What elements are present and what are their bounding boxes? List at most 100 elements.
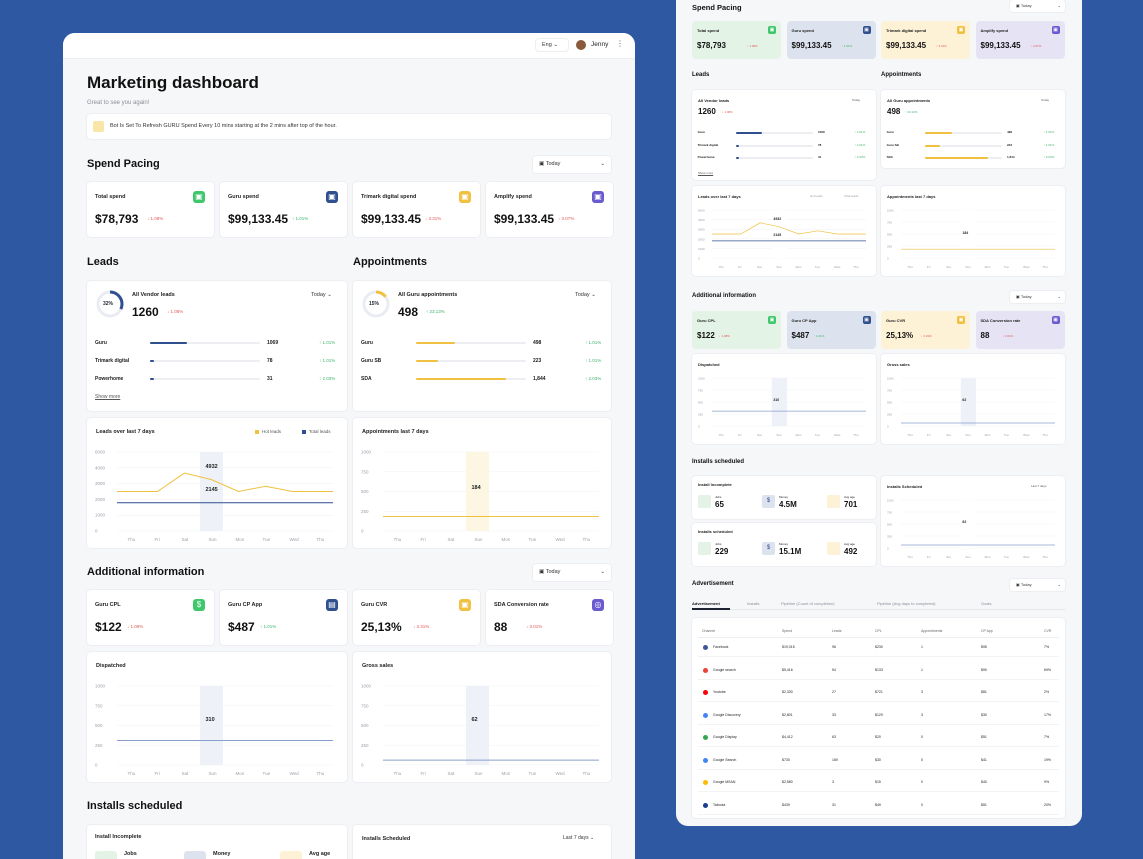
breakdown-bar-fill <box>416 360 438 362</box>
calendar-icon: ▣ <box>1016 294 1020 299</box>
data-label: 184 <box>472 485 482 491</box>
x-tick-label: Mon <box>985 555 991 559</box>
info-banner: Bot Is Set To Refresh GURU Spend Every 1… <box>87 114 611 139</box>
breakdown-row-value: 1069 <box>267 340 279 346</box>
channel-icon <box>703 667 708 673</box>
breakdown-bar-fill <box>416 342 455 344</box>
tab-pipeline-avg-days-to-completed-[interactable]: Pipeline (Avg days to completed) <box>877 601 936 606</box>
tab-installs[interactable]: Installs <box>747 601 760 606</box>
breakdown-bar-fill <box>150 360 155 362</box>
x-tick-label: Wed <box>834 433 840 437</box>
jobs-value: 65 <box>715 500 724 509</box>
table-cell: 0 <box>921 780 923 784</box>
channel-name: Google Display <box>713 735 737 739</box>
additional-info-title: Additional information <box>692 293 756 299</box>
active-tab-underline <box>692 608 730 610</box>
y-tick-label: 250 <box>887 413 892 417</box>
main-dashboard-window: Eng ⌄ Jenny ⋮ Marketing dashboard Great … <box>63 33 635 859</box>
leads-line-chart: 6000 4000 3000 2000 1000 0 Thu Fri Sat Sun Mon Tue W… <box>698 209 866 269</box>
data-label: 2145 <box>206 487 218 493</box>
leads-period-select[interactable]: Today <box>852 98 861 102</box>
spend-card-label: Trimark digital spend <box>886 28 927 33</box>
dispatched-card: Dispatched 1000 750 500 250 0 Thu Fri Sat Sun Mon… <box>87 652 347 782</box>
installs-period-select[interactable]: Last 7 days <box>1031 484 1047 488</box>
y-tick-label: 750 <box>361 469 369 474</box>
additional-card-icon: ▤ <box>326 599 338 611</box>
legend-hot-icon <box>255 430 259 434</box>
table-cell: 96 <box>832 645 836 649</box>
spend-card: Amplify spend ▣ $99,133.45 ↓ 3.07% <box>486 182 613 237</box>
legend-total: Total leads <box>844 194 859 198</box>
additional-card-delta: ↑ 1.01% <box>260 624 277 629</box>
x-tick-label: Tue <box>1004 555 1009 559</box>
y-tick-label: 500 <box>361 489 369 494</box>
chevron-down-icon: ⌄ <box>1057 3 1061 8</box>
y-tick-label: 250 <box>95 743 103 748</box>
installs-scheduled-title: Installs scheduled <box>698 529 733 534</box>
x-tick-label: Sat <box>946 265 951 269</box>
leads-line-chart: 6000 4000 3000 2000 1000 0 Thu Fri Sat Sun Mon Tue W… <box>95 450 333 542</box>
spend-card-icon: ▣ <box>862 26 871 34</box>
x-tick-label: Sun <box>965 433 971 437</box>
x-tick-label: Sat <box>757 265 762 269</box>
spend-card: Trimark digital spend ▣ $99,133.45 ↓ 3.31% <box>353 182 480 237</box>
table-cell: $730 <box>782 757 790 762</box>
appointments-delta: ↑ 23.13% <box>426 309 445 314</box>
jobs-label: Jobs <box>715 495 722 499</box>
leads-value: 1260 <box>132 305 159 319</box>
x-tick-label: Fri <box>738 265 742 269</box>
spend-card-label: Total spend <box>697 28 720 33</box>
spend-pacing-title: Spend Pacing <box>87 158 160 170</box>
avatar[interactable] <box>576 40 586 50</box>
spend-card-icon: ▣ <box>768 26 776 34</box>
breakdown-bar <box>736 144 814 147</box>
data-label: 4932 <box>206 464 218 470</box>
appointments-line-chart: 1000 750 500 250 0 Thu Fri Sat Sun Mon Tue Wed Thu 18… <box>887 209 1055 269</box>
additional-period-select[interactable]: ▣ Today ⌄ <box>533 564 611 581</box>
leads-delta: ↓ 1.08% <box>722 110 733 114</box>
appointments-card: 15% All Guru appointments 498 ↑ 23.13% T… <box>353 281 611 411</box>
x-tick-label: Wed <box>556 537 566 542</box>
row-divider <box>698 791 1059 792</box>
x-tick-label: Sat <box>946 433 951 437</box>
appointments-period-select[interactable]: Today ⌄ <box>569 289 603 301</box>
row-divider <box>698 701 1059 702</box>
table-cell: 69% <box>1044 667 1052 672</box>
table-cell: $721 <box>875 690 883 694</box>
tab-goals[interactable]: Goals <box>981 601 992 606</box>
additional-card: Guru CPL $ $122 ↓ 1.08% <box>87 590 214 645</box>
x-tick-label: Mon <box>796 265 802 269</box>
additional-card-delta: ↑ 1.01% <box>813 334 825 338</box>
y-tick-label: 500 <box>887 523 892 527</box>
row-divider <box>698 746 1059 747</box>
more-icon[interactable]: ⋮ <box>616 39 624 48</box>
leads-chart-card: Leads over last 7 days Hot leads Total l… <box>692 186 876 276</box>
additional-card-icon: ◎ <box>592 599 604 611</box>
spend-period-select[interactable]: ▣ Today ⌄ <box>1010 0 1065 12</box>
advertisement-period-select[interactable]: ▣ Today ⌄ <box>1010 579 1065 591</box>
gross-sales-title: Gross sales <box>887 362 910 367</box>
language-select[interactable]: Eng ⌄ <box>536 39 568 51</box>
installs-scheduled-title: Installs Scheduled <box>362 836 411 842</box>
tab-advertisement[interactable]: Advertisement <box>692 601 720 606</box>
leads-period-select[interactable]: Today ⌄ <box>305 289 339 301</box>
x-tick-label: Thu <box>1042 433 1048 437</box>
tab-pipeline-count-of-completion-[interactable]: Pipeline (Count of completion) <box>781 601 835 606</box>
appointments-label: All Guru appointments <box>398 292 458 298</box>
user-name[interactable]: Jenny <box>591 41 609 48</box>
period-label: Today <box>1020 3 1032 8</box>
breakdown-row-value: 31 <box>818 155 822 160</box>
breakdown-row-delta: ↑ 2.03% <box>585 376 602 381</box>
breakdown-row-delta: ↑ 1.01% <box>585 340 602 345</box>
show-more-link[interactable]: Show more <box>95 394 121 400</box>
additional-card-value: $122 <box>95 620 122 634</box>
installs-period-select[interactable]: Last 7 days ⌄ <box>563 835 594 841</box>
channel-icon <box>703 780 708 785</box>
show-more-link[interactable]: Show more <box>698 171 714 175</box>
table-cell: 3 <box>921 712 923 717</box>
table-cell: $2,801 <box>782 712 793 717</box>
additional-period-select[interactable]: ▣ Today ⌄ <box>1010 291 1065 303</box>
y-tick-label: 2000 <box>95 497 106 502</box>
appointments-period-select[interactable]: Today <box>1041 98 1050 102</box>
spend-period-select[interactable]: ▣ Today ⌄ <box>533 156 611 173</box>
